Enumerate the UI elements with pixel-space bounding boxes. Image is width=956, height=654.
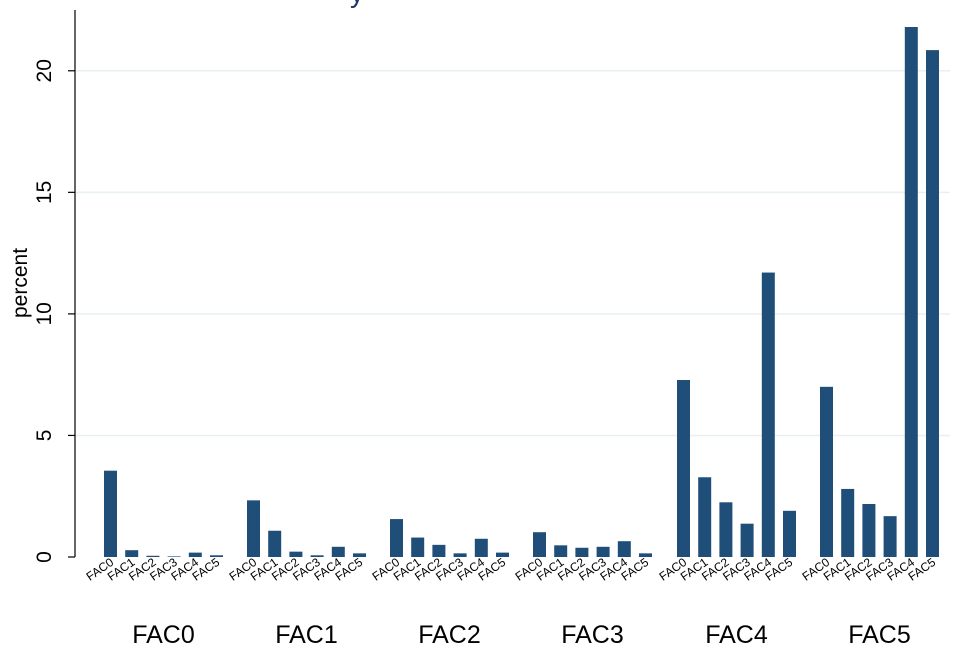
- chart-title-fragment: y: [350, 0, 364, 8]
- bar: [125, 550, 139, 557]
- bar: [390, 519, 403, 557]
- group-label: FAC5: [848, 621, 911, 649]
- bar: [761, 272, 775, 557]
- bar: [883, 516, 897, 557]
- bar: [575, 547, 589, 557]
- axis-layer: 0 5 10 15 20: [33, 10, 76, 563]
- bar: [554, 545, 568, 557]
- bar: [188, 552, 202, 557]
- bar: [719, 502, 733, 557]
- bar: [268, 530, 282, 557]
- bar: [533, 532, 546, 557]
- group-label: FAC1: [275, 621, 338, 649]
- group-label: FAC3: [561, 621, 624, 649]
- bar: [146, 555, 160, 557]
- bar: [453, 553, 467, 557]
- bar: [310, 555, 324, 557]
- bar: [740, 523, 754, 557]
- bar: [617, 541, 631, 557]
- bar: [639, 553, 652, 557]
- bar: [331, 546, 345, 557]
- bar: [474, 538, 488, 557]
- bar: [353, 553, 366, 557]
- y-tick-label: 0: [33, 551, 56, 563]
- y-tick-label: 5: [33, 430, 56, 442]
- bar: [783, 510, 796, 557]
- label-layer: FAC0FAC1FAC2FAC3FAC4FAC5FAC0FAC0FAC1FAC2…: [84, 555, 939, 649]
- bar: [247, 500, 260, 557]
- bar: [210, 555, 223, 557]
- bar: [167, 556, 181, 557]
- bar: [411, 537, 425, 557]
- bar: [677, 380, 690, 557]
- bar: [841, 488, 855, 557]
- bar: [496, 552, 509, 557]
- group-label: FAC2: [418, 621, 481, 649]
- group-label: FAC4: [705, 621, 768, 649]
- y-axis-label: percent: [9, 248, 32, 318]
- bar: [820, 386, 833, 557]
- bar-layer: [104, 27, 939, 558]
- bar: [698, 477, 712, 557]
- bar: [596, 546, 610, 557]
- y-tick-label: 20: [33, 59, 56, 82]
- bar: [432, 544, 446, 557]
- bar: [862, 504, 876, 557]
- grid-layer: [75, 70, 950, 437]
- y-tick-label: 15: [33, 181, 56, 204]
- y-tick-label: 10: [33, 302, 56, 325]
- bar: [904, 27, 918, 558]
- bar: [289, 551, 303, 557]
- group-label: FAC0: [132, 621, 195, 649]
- bar: [926, 50, 939, 557]
- bar: [104, 470, 117, 557]
